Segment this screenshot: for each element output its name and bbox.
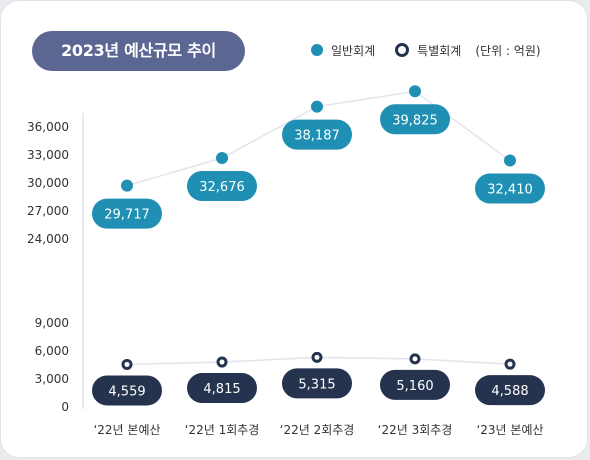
- data-label-special: 4,815: [203, 382, 240, 397]
- x-category-label: ‘22년 3회추경: [378, 423, 453, 437]
- y-tick-label: 6,000: [35, 344, 69, 358]
- data-point-general: [216, 152, 228, 165]
- data-point-special: [504, 358, 516, 370]
- legend-label-general: 일반회계: [331, 43, 376, 58]
- x-category-label: ‘22년 1회추경: [185, 423, 260, 437]
- data-point-special: [121, 358, 133, 370]
- x-category-label: ‘23년 본예산: [476, 423, 543, 437]
- data-point-special: [409, 353, 421, 365]
- y-tick-label: 33,000: [27, 148, 69, 162]
- value-pill-special: [187, 373, 257, 404]
- chart-title: 2023년 예산규모 추이: [32, 31, 245, 71]
- data-point-special: [311, 351, 323, 363]
- y-tick-label: 0: [61, 400, 69, 414]
- data-point-general: [311, 100, 323, 113]
- data-point-general: [504, 154, 516, 167]
- y-tick-label: 3,000: [35, 372, 69, 386]
- value-pill-general: [475, 173, 545, 204]
- value-pill-general: [380, 104, 450, 135]
- legend-item-special: 특별회계: [395, 42, 461, 59]
- y-tick-label: 9,000: [35, 316, 69, 330]
- value-pill-special: [92, 375, 162, 406]
- data-label-special: 4,559: [108, 384, 145, 399]
- data-point-special: [216, 356, 228, 368]
- legend: 일반회계 특별회계 (단위 : 억원): [311, 39, 541, 61]
- data-label-special: 5,315: [298, 377, 335, 392]
- y-tick-label: 36,000: [27, 120, 69, 134]
- data-point-general: [121, 179, 133, 192]
- data-label-general: 29,717: [104, 208, 150, 223]
- y-tick-label: 27,000: [27, 204, 69, 218]
- legend-label-special: 특별회계: [417, 43, 462, 58]
- data-label-special: 4,588: [491, 384, 528, 399]
- legend-marker-general: [311, 44, 323, 56]
- y-tick-label: 30,000: [27, 176, 69, 190]
- data-label-special: 5,160: [396, 379, 433, 394]
- legend-marker-special: [395, 43, 410, 57]
- x-category-label: ‘22년 2회추경: [280, 423, 355, 437]
- value-pill-special: [380, 369, 450, 400]
- data-label-general: 39,825: [392, 113, 438, 128]
- value-pill-general: [282, 119, 352, 150]
- value-pill-general: [187, 171, 257, 202]
- value-pill-special: [282, 368, 352, 399]
- data-label-general: 32,410: [487, 183, 533, 198]
- x-category-label: ‘22년 본예산: [93, 423, 160, 437]
- y-tick-label: 24,000: [27, 232, 69, 246]
- value-pill-special: [475, 375, 545, 406]
- value-pill-general: [92, 198, 162, 229]
- data-point-general: [409, 85, 421, 98]
- data-label-general: 38,187: [294, 129, 340, 144]
- legend-item-general: 일반회계: [311, 42, 375, 59]
- data-label-general: 32,676: [199, 180, 245, 195]
- unit-label: (단위 : 억원): [475, 43, 541, 58]
